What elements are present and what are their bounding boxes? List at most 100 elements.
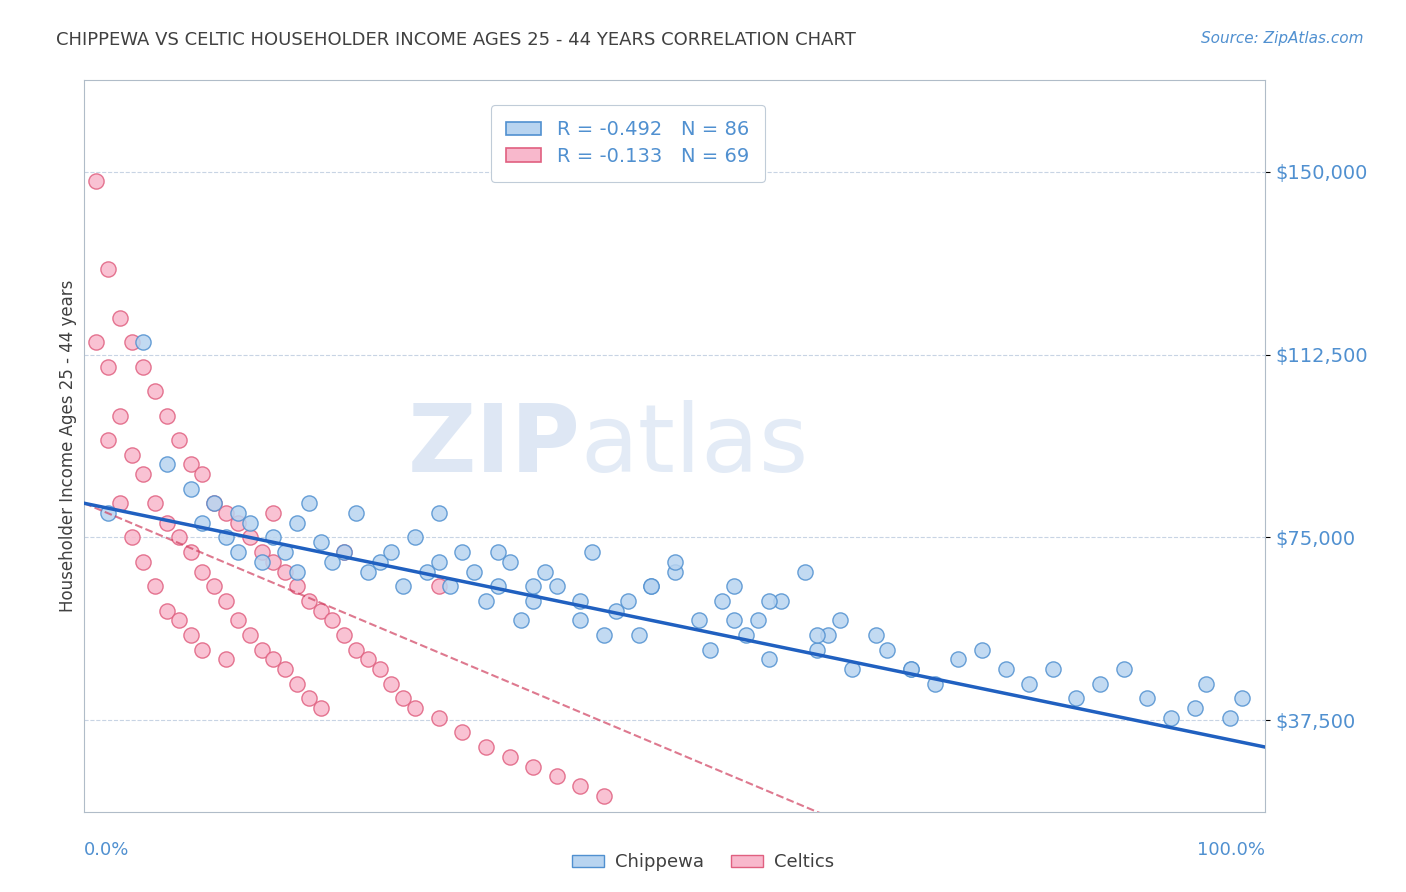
Point bbox=[569, 779, 592, 793]
Point bbox=[191, 642, 214, 657]
Point bbox=[498, 555, 520, 569]
Point bbox=[285, 676, 308, 690]
Point bbox=[380, 676, 402, 690]
Point bbox=[699, 642, 721, 657]
Point bbox=[132, 335, 155, 350]
Point bbox=[180, 457, 202, 471]
Point bbox=[640, 579, 662, 593]
Point bbox=[108, 409, 131, 423]
Point bbox=[333, 545, 356, 559]
Point bbox=[202, 496, 225, 510]
Point bbox=[121, 530, 143, 544]
Point bbox=[226, 516, 249, 530]
Point bbox=[180, 482, 202, 496]
Point bbox=[900, 662, 922, 676]
Point bbox=[711, 594, 734, 608]
Point bbox=[723, 579, 745, 593]
Point bbox=[121, 335, 143, 350]
Point bbox=[156, 457, 179, 471]
Point bbox=[970, 642, 993, 657]
Point bbox=[239, 530, 262, 544]
Point bbox=[215, 594, 238, 608]
Text: ZIP: ZIP bbox=[408, 400, 581, 492]
Point bbox=[226, 506, 249, 520]
Point bbox=[333, 628, 356, 642]
Point bbox=[534, 565, 557, 579]
Point bbox=[262, 652, 284, 666]
Point bbox=[285, 565, 308, 579]
Point bbox=[427, 506, 450, 520]
Point bbox=[309, 603, 332, 617]
Point bbox=[262, 530, 284, 544]
Point bbox=[392, 691, 415, 706]
Point bbox=[180, 545, 202, 559]
Point bbox=[321, 613, 343, 627]
Point bbox=[605, 603, 627, 617]
Point bbox=[1136, 691, 1159, 706]
Point bbox=[865, 628, 887, 642]
Point bbox=[84, 174, 107, 188]
Point bbox=[368, 662, 391, 676]
Point bbox=[569, 594, 592, 608]
Point bbox=[569, 613, 592, 627]
Point bbox=[298, 496, 321, 510]
Point bbox=[628, 628, 651, 642]
Point bbox=[97, 433, 120, 447]
Point bbox=[806, 628, 828, 642]
Point bbox=[321, 555, 343, 569]
Point bbox=[581, 545, 603, 559]
Point bbox=[486, 545, 509, 559]
Point bbox=[439, 579, 461, 593]
Text: Source: ZipAtlas.com: Source: ZipAtlas.com bbox=[1201, 31, 1364, 46]
Point bbox=[1018, 676, 1040, 690]
Point bbox=[475, 594, 498, 608]
Point bbox=[357, 652, 380, 666]
Point bbox=[239, 628, 262, 642]
Point bbox=[285, 516, 308, 530]
Point bbox=[167, 433, 190, 447]
Point bbox=[226, 613, 249, 627]
Point bbox=[451, 725, 474, 739]
Point bbox=[84, 335, 107, 350]
Point bbox=[830, 613, 852, 627]
Point bbox=[309, 535, 332, 549]
Point bbox=[344, 506, 367, 520]
Point bbox=[546, 579, 568, 593]
Point bbox=[640, 579, 662, 593]
Point bbox=[510, 613, 533, 627]
Point bbox=[463, 565, 485, 579]
Text: 100.0%: 100.0% bbox=[1198, 841, 1265, 859]
Legend: Chippewa, Celtics: Chippewa, Celtics bbox=[564, 847, 842, 879]
Point bbox=[180, 628, 202, 642]
Point bbox=[841, 662, 863, 676]
Point bbox=[1088, 676, 1111, 690]
Point bbox=[357, 565, 380, 579]
Point bbox=[274, 565, 297, 579]
Point bbox=[770, 594, 793, 608]
Text: CHIPPEWA VS CELTIC HOUSEHOLDER INCOME AGES 25 - 44 YEARS CORRELATION CHART: CHIPPEWA VS CELTIC HOUSEHOLDER INCOME AG… bbox=[56, 31, 856, 49]
Point bbox=[664, 565, 686, 579]
Point bbox=[132, 359, 155, 374]
Point bbox=[97, 262, 120, 277]
Point bbox=[1066, 691, 1088, 706]
Point bbox=[121, 448, 143, 462]
Point bbox=[97, 359, 120, 374]
Point bbox=[262, 555, 284, 569]
Point bbox=[734, 628, 756, 642]
Point bbox=[333, 545, 356, 559]
Point bbox=[475, 740, 498, 755]
Point bbox=[793, 565, 815, 579]
Point bbox=[758, 594, 780, 608]
Point bbox=[191, 467, 214, 481]
Point bbox=[344, 642, 367, 657]
Point bbox=[156, 409, 179, 423]
Point bbox=[215, 652, 238, 666]
Point bbox=[262, 506, 284, 520]
Point bbox=[1112, 662, 1135, 676]
Point bbox=[309, 701, 332, 715]
Point bbox=[156, 516, 179, 530]
Point bbox=[1160, 711, 1182, 725]
Point bbox=[593, 789, 616, 803]
Point bbox=[416, 565, 439, 579]
Point bbox=[250, 642, 273, 657]
